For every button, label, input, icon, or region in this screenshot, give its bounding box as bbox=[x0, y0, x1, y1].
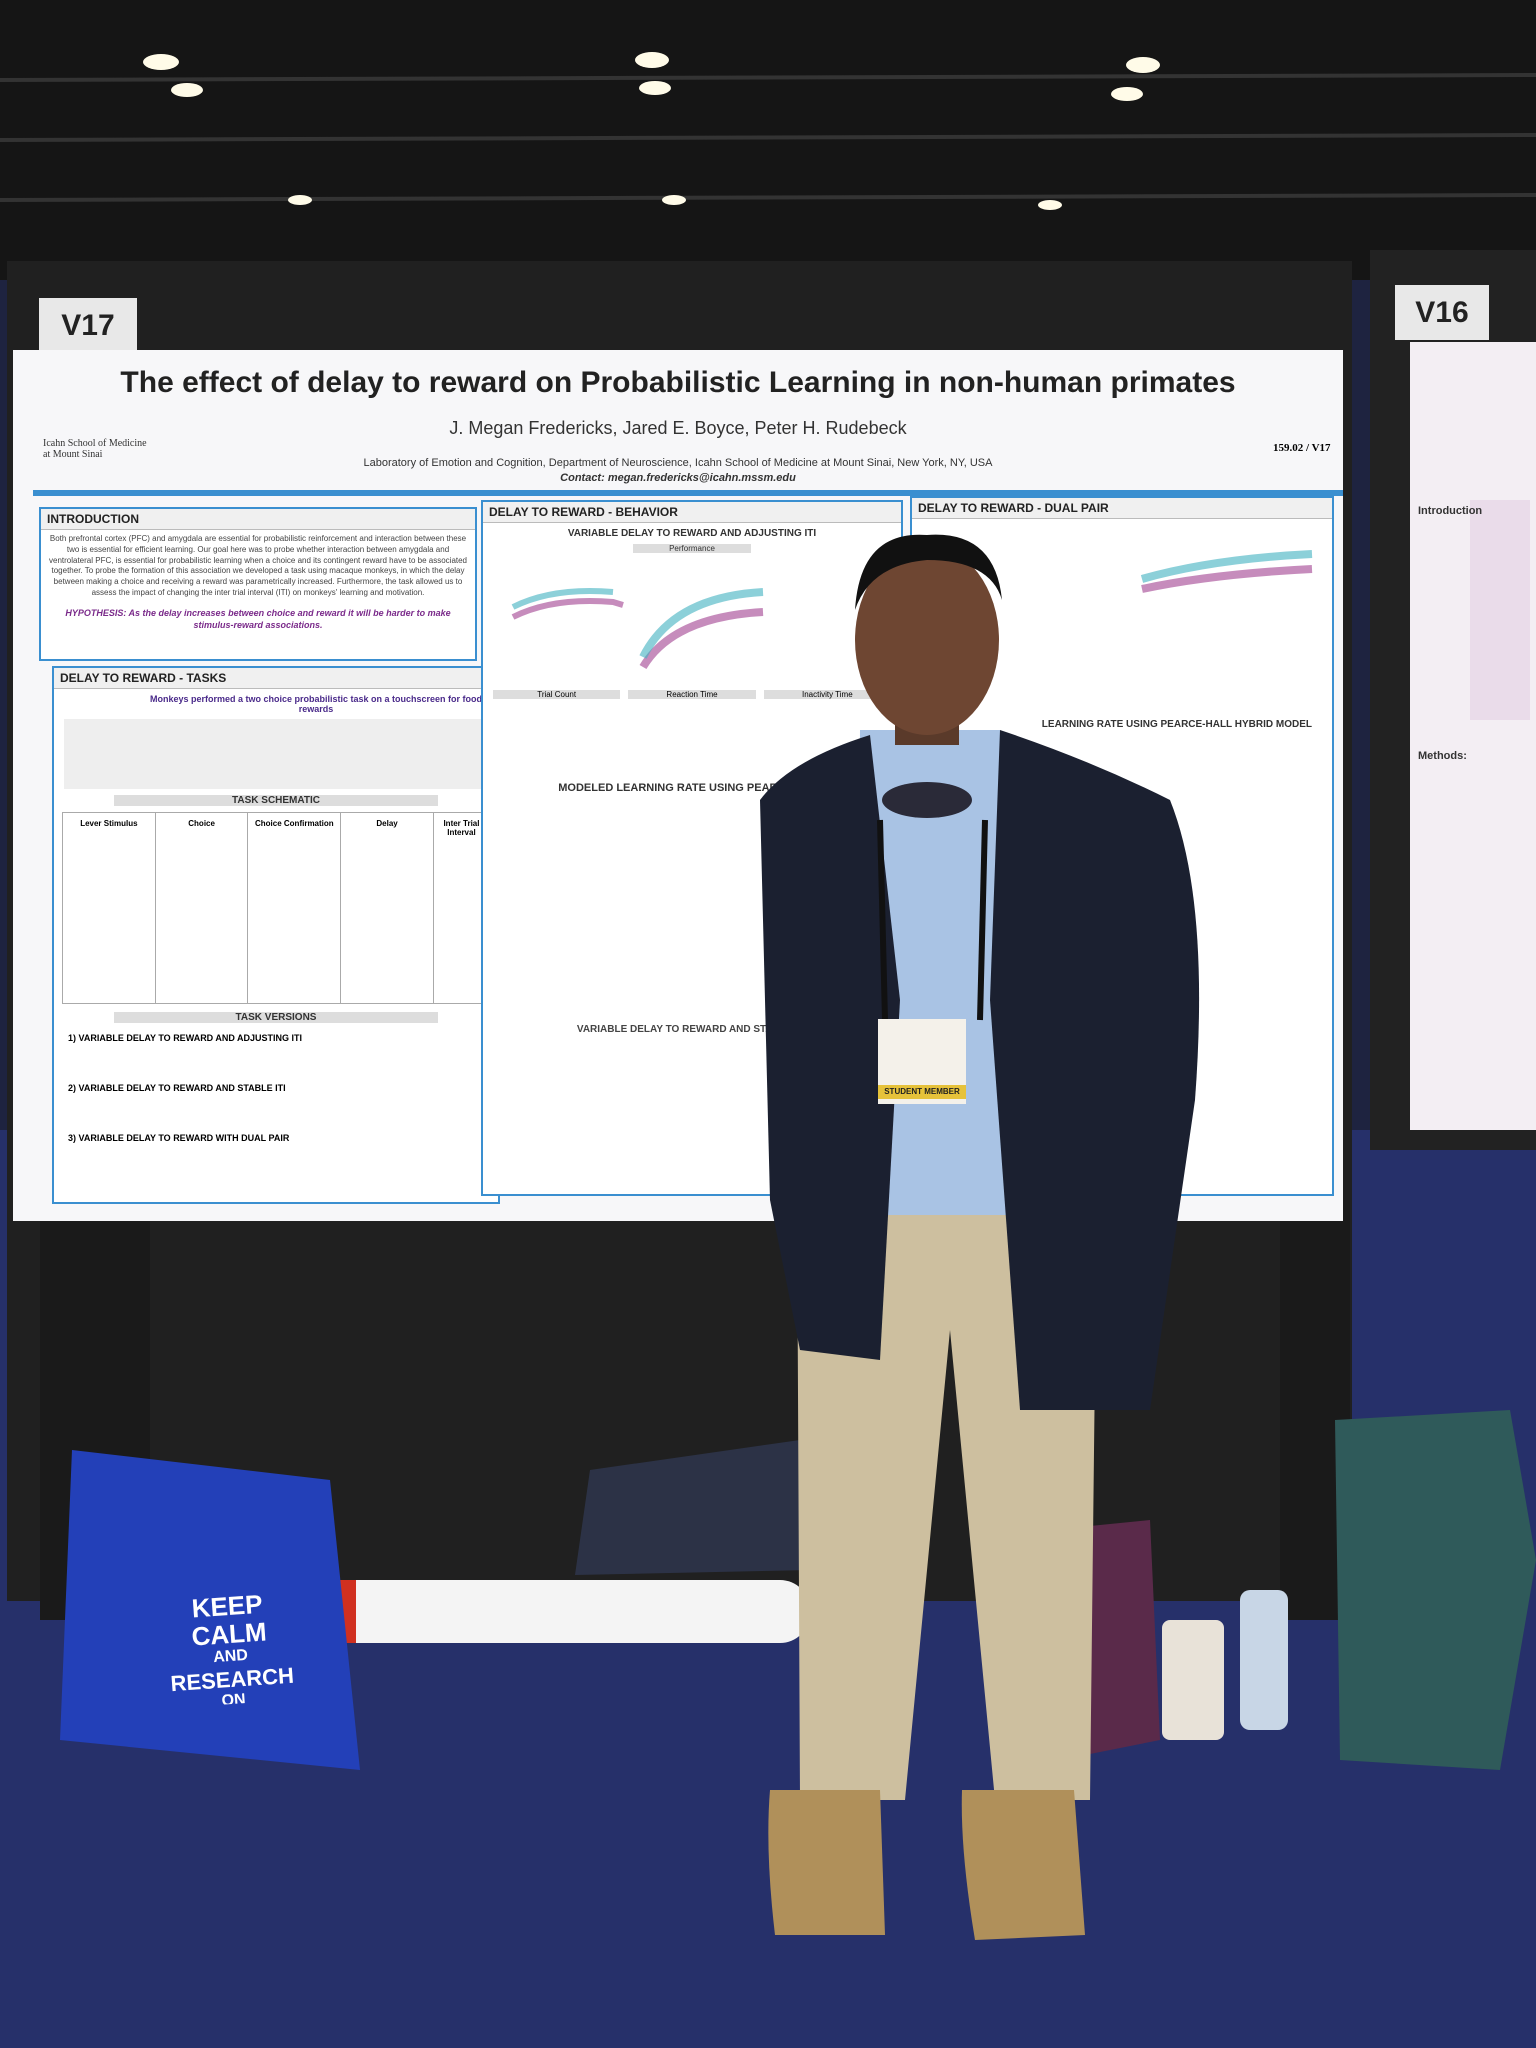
bag-text: KEEP CALM AND RESEARCH ON bbox=[156, 1587, 303, 1709]
poster-title: The effect of delay to reward on Probabi… bbox=[120, 366, 1236, 399]
section-text: Both prefrontal cortex (PFC) and amygdal… bbox=[49, 534, 468, 597]
section-heading: INTRODUCTION bbox=[41, 509, 475, 530]
subheading: LEARNING RATE USING PEARCE-HALL HYBRID M… bbox=[1041, 719, 1312, 730]
line-panel bbox=[1140, 550, 1313, 593]
task-version: 1) VARIABLE DELAY TO REWARD AND ADJUSTIN… bbox=[68, 1033, 303, 1043]
poster-id: 159.02 / V17 bbox=[1273, 442, 1331, 454]
task-version: 2) VARIABLE DELAY TO REWARD AND STABLE I… bbox=[68, 1083, 286, 1093]
subheading: VARIABLE DELAY TO REWARD AND STABLE ITI bbox=[576, 1024, 808, 1035]
poster-contact: Contact: megan.fredericks@icahn.mssm.edu bbox=[560, 472, 796, 484]
schematic-column: Inter Trial Interval bbox=[443, 819, 480, 837]
logo: Icahn School of Medicine at Mount Sinai bbox=[43, 438, 147, 460]
panel-title: Inactivity Time bbox=[763, 690, 891, 699]
side-poster-heading: Introduction bbox=[1418, 505, 1483, 517]
intro-section: INTRODUCTION Both prefrontal cortex (PFC… bbox=[39, 507, 477, 661]
hypothesis: HYPOTHESIS: As the delay increases betwe… bbox=[65, 607, 451, 630]
poster-authors: J. Megan Fredericks, Jared E. Boyce, Pet… bbox=[449, 418, 907, 438]
side-poster-heading: Methods: bbox=[1418, 750, 1467, 762]
section-heading: DELAY TO REWARD - TASKS bbox=[54, 668, 498, 689]
versions-heading: TASK VERSIONS bbox=[114, 1012, 438, 1023]
schematic-column: Lever Stimulus bbox=[63, 813, 156, 1003]
schematic-column: Delay bbox=[341, 813, 434, 1003]
board-label: V16 bbox=[1395, 285, 1489, 340]
tote-bag bbox=[60, 1450, 360, 1770]
schematic-heading: TASK SCHEMATIC bbox=[114, 795, 438, 806]
line-panel bbox=[511, 588, 764, 670]
schematic-column: Choice Confirmation bbox=[248, 813, 342, 1003]
board-label: V17 bbox=[39, 298, 137, 353]
task-version: 3) VARIABLE DELAY TO REWARD WITH DUAL PA… bbox=[68, 1133, 290, 1143]
subheading: MODELED LEARNING RATE USING PEARCE-HALL bbox=[558, 782, 826, 794]
badge-text: STUDENT MEMBER bbox=[884, 1087, 960, 1096]
panel-title: Trial Count bbox=[493, 690, 621, 699]
schematic-column: Choice bbox=[156, 813, 249, 1003]
panel-title: Reaction Time bbox=[628, 690, 756, 699]
poster-affiliation: Laboratory of Emotion and Cognition, Dep… bbox=[363, 457, 993, 469]
section-subtitle: Monkeys performed a two choice probabili… bbox=[149, 694, 483, 714]
tasks-section: DELAY TO REWARD - TASKS Monkeys performe… bbox=[52, 666, 500, 1204]
panel-title: Performance bbox=[633, 544, 751, 553]
section-heading: DELAY TO REWARD - BEHAVIOR bbox=[483, 502, 901, 523]
section-heading: DELAY TO REWARD - DUAL PAIR bbox=[912, 498, 1332, 519]
subheading: VARIABLE DELAY TO REWARD AND ADJUSTING I… bbox=[567, 528, 817, 539]
